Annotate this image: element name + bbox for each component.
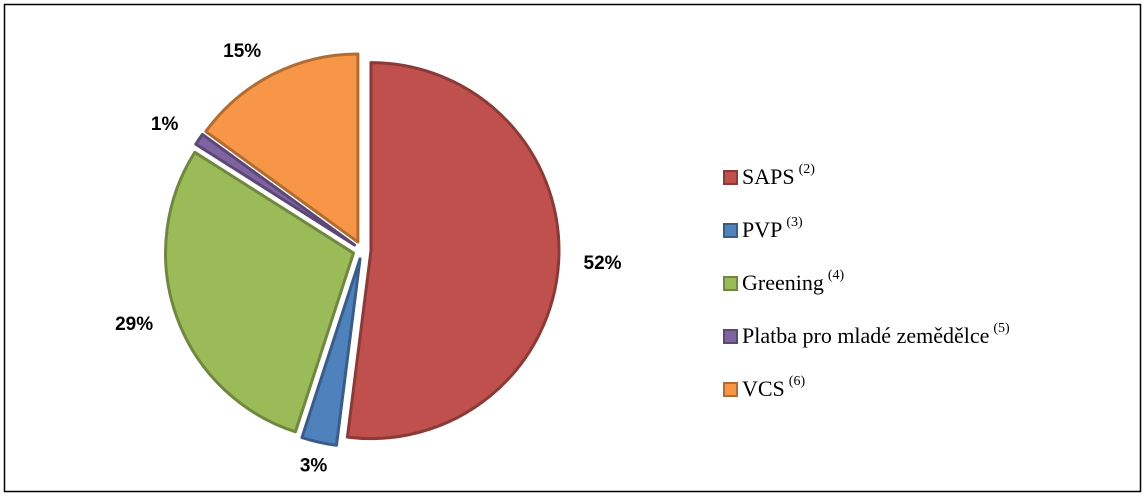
- legend-label: Platba pro mladé zemědělce (5): [742, 321, 1010, 348]
- legend-note: (2): [799, 162, 816, 177]
- legend-note: (5): [993, 321, 1010, 336]
- legend-note: (3): [786, 215, 803, 230]
- legend-label: Greening (4): [742, 268, 845, 295]
- legend-swatch: [723, 170, 738, 185]
- data-label: 1%: [151, 114, 179, 135]
- legend-label: VCS (6): [742, 374, 805, 401]
- legend-swatch: [723, 276, 738, 291]
- pie-slice: [300, 257, 362, 447]
- data-label: 29%: [115, 314, 153, 335]
- pie-slice: [164, 150, 356, 434]
- pie-slice: [204, 52, 360, 244]
- legend-label: SAPS (2): [742, 162, 815, 189]
- legend-swatch: [723, 382, 738, 397]
- legend-name: Greening: [742, 270, 824, 295]
- legend-name: SAPS: [742, 164, 795, 189]
- legend-label: PVP (3): [742, 215, 803, 242]
- legend-note: (6): [789, 374, 806, 389]
- legend-name: VCS: [742, 376, 785, 401]
- pie-slice: [345, 61, 561, 441]
- pie-slice: [194, 132, 357, 247]
- legend-name: PVP: [742, 217, 782, 242]
- data-label: 3%: [300, 456, 328, 477]
- legend-swatch: [723, 223, 738, 238]
- data-label: 52%: [584, 253, 622, 274]
- legend-name: Platba pro mladé zemědělce: [742, 323, 989, 348]
- data-label: 15%: [223, 41, 261, 62]
- legend-note: (4): [828, 268, 845, 283]
- legend-swatch: [723, 329, 738, 344]
